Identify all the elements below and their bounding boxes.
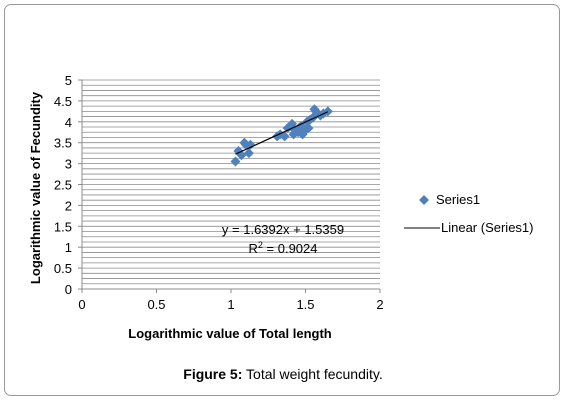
legend: Series1 Linear (Series1) [404,192,534,235]
x-tick-label-1: 0.5 [147,297,165,312]
y-axis-title: Logarithmic value of Fecundity [28,91,43,284]
y-tick-label-6: 3 [65,157,72,172]
legend-series1-label: Series1 [436,192,480,207]
figure-caption: Figure 5: Total weight fecundity. [0,366,566,382]
y-tick-label-10: 5 [65,73,72,88]
x-axis-title: Logarithmic value of Total length [128,326,331,341]
grid-lines [82,79,380,285]
y-tick-label-0: 0 [65,282,72,297]
y-tick-label-8: 4 [65,115,72,130]
legend-diamond-icon [419,195,429,205]
x-tick-label-2: 1 [227,297,234,312]
data-point-5 [243,148,254,159]
y-tick-label-9: 4.5 [54,94,72,109]
x-tick-label-0: 0 [78,297,85,312]
y-tick-label-7: 3.5 [54,136,72,151]
y-tick-label-4: 2 [65,198,72,213]
data-point-0 [230,156,241,167]
data-point-28 [322,106,333,117]
r-squared-label: R2 = 0.9024 [249,240,318,256]
y-tick-label-3: 1.5 [54,219,72,234]
figure-label: Figure 5: [183,366,243,382]
y-tick-label-5: 2.5 [54,178,72,193]
x-tick-labels: 0 0.5 1 1.5 2 [78,289,384,312]
data-point-21 [303,123,314,134]
y-tick-labels: 0 0.5 1 1.5 2 2.5 3 3.5 4 4.5 5 [54,73,82,297]
data-points [230,104,333,167]
x-tick-label-3: 1.5 [296,297,314,312]
data-point-10 [282,123,293,134]
trendline-group [235,111,329,155]
legend-trendline-label: Linear (Series1) [441,220,534,235]
data-point-6 [245,139,256,150]
trendline-equation: y = 1.6392x + 1.5359 [222,222,344,237]
y-tick-label-2: 1 [65,240,72,255]
y-tick-label-1: 0.5 [54,261,72,276]
scatter-chart: 0 0.5 1 1.5 2 2.5 3 3.5 4 4.5 5 0 0.5 1 1.5 2 y = 1.63… [28,73,534,341]
figure-caption-text: Total weight fecundity. [242,366,383,382]
data-point-9 [279,131,290,142]
x-tick-label-4: 2 [376,297,383,312]
trendline [235,111,329,155]
